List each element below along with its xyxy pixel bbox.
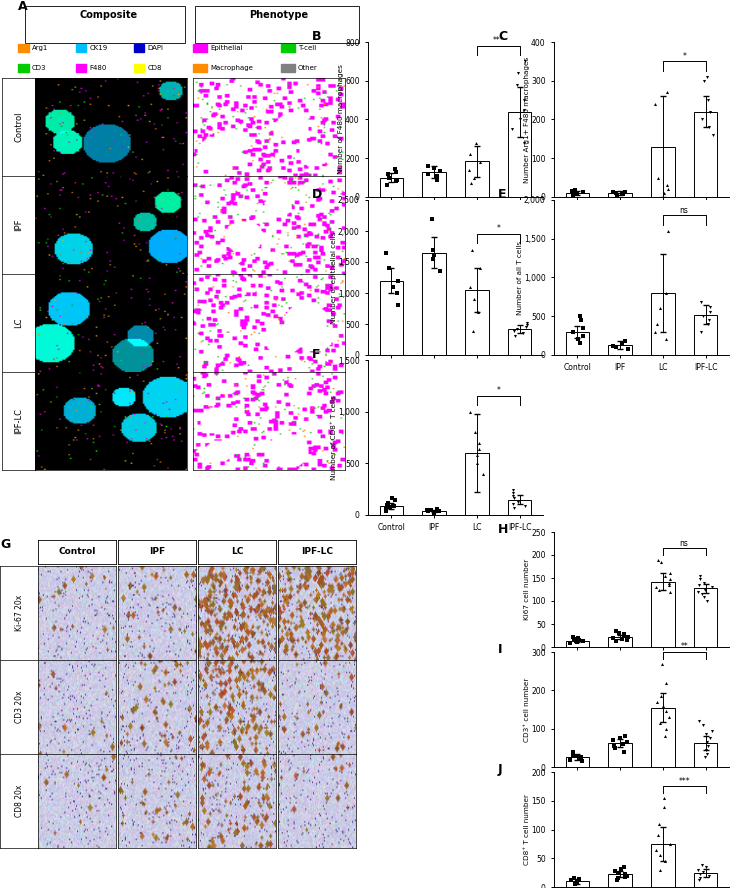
Y-axis label: Number Arg1+ F480 macrophages: Number Arg1+ F480 macrophages (523, 56, 530, 183)
Bar (76, 64, 87, 72)
Text: Arg1: Arg1 (32, 45, 48, 52)
Bar (193, 44, 207, 52)
Bar (566, 757, 589, 767)
Text: A: A (18, 0, 28, 13)
Text: G: G (0, 538, 10, 551)
Bar (423, 511, 446, 515)
Text: IPF-LC: IPF-LC (14, 408, 23, 434)
Bar (465, 289, 489, 355)
Bar (694, 873, 717, 887)
Bar (134, 44, 144, 52)
Bar (608, 637, 632, 647)
Bar (76, 44, 87, 52)
Y-axis label: Ki67 cell number: Ki67 cell number (524, 559, 530, 620)
Text: Macrophage: Macrophage (211, 65, 253, 70)
Text: CK19: CK19 (90, 45, 108, 52)
Y-axis label: Number of CD8⁺ T cells: Number of CD8⁺ T cells (330, 395, 336, 480)
Text: *: * (682, 52, 686, 60)
Bar (465, 453, 489, 515)
Bar (608, 875, 632, 887)
Text: T-cell: T-cell (298, 45, 316, 52)
Bar (566, 881, 589, 887)
Bar (280, 64, 294, 72)
Bar (379, 281, 403, 355)
Bar (694, 314, 717, 355)
Text: B: B (312, 29, 321, 43)
Bar (694, 743, 717, 767)
Text: Phenotype: Phenotype (250, 10, 308, 20)
Text: *: * (496, 386, 500, 395)
Text: *: * (496, 225, 500, 234)
Bar (18, 64, 29, 72)
Text: Epithelial: Epithelial (211, 45, 243, 52)
Text: F480: F480 (90, 65, 107, 70)
Bar (379, 505, 403, 515)
Text: ***: *** (493, 36, 504, 45)
Text: CD3 20x: CD3 20x (15, 691, 23, 723)
Bar (651, 293, 675, 355)
Text: Control: Control (58, 548, 95, 557)
Text: IPF: IPF (14, 218, 23, 231)
Bar (134, 64, 144, 72)
Bar (566, 332, 589, 355)
Bar (423, 253, 446, 355)
Bar (280, 44, 294, 52)
Bar (508, 499, 531, 515)
Text: ***: *** (678, 777, 690, 786)
Bar (18, 44, 29, 52)
Text: IPF-LC: IPF-LC (301, 548, 333, 557)
Bar (608, 193, 632, 197)
Bar (423, 171, 446, 197)
Bar (694, 112, 717, 197)
Text: DAPI: DAPI (148, 45, 164, 52)
Text: Composite: Composite (79, 10, 137, 20)
Text: **: ** (680, 642, 688, 652)
Text: Control: Control (14, 112, 23, 142)
Bar (508, 329, 531, 355)
Bar (193, 64, 207, 72)
Text: Other: Other (298, 65, 318, 70)
Text: CD3: CD3 (32, 65, 46, 70)
Text: F: F (312, 347, 321, 361)
Text: E: E (498, 187, 506, 201)
Text: I: I (498, 643, 503, 656)
Bar (465, 161, 489, 197)
Y-axis label: CD3⁺ cell number: CD3⁺ cell number (523, 678, 530, 741)
Bar (651, 708, 675, 767)
Bar (566, 640, 589, 647)
Text: H: H (498, 523, 509, 535)
Y-axis label: CD8⁺ T cell number: CD8⁺ T cell number (524, 794, 530, 865)
Text: CD8: CD8 (148, 65, 162, 70)
Text: D: D (312, 187, 322, 201)
Text: ns: ns (680, 206, 688, 215)
Bar (508, 112, 531, 197)
Bar (651, 844, 675, 887)
Bar (651, 147, 675, 197)
Text: C: C (498, 29, 507, 43)
Y-axis label: Number of epithelial cells: Number of epithelial cells (330, 231, 336, 324)
Bar (566, 193, 589, 197)
Text: CD8 20x: CD8 20x (15, 785, 23, 817)
Text: LC: LC (230, 548, 243, 557)
Bar (694, 588, 717, 647)
Bar (651, 582, 675, 647)
Text: LC: LC (14, 318, 23, 329)
Bar (608, 743, 632, 767)
Bar (379, 178, 403, 197)
Y-axis label: Number of all T cells: Number of all T cells (517, 241, 523, 314)
Text: J: J (498, 763, 503, 776)
Bar (608, 345, 632, 355)
Y-axis label: Number of F480 macrophages: Number of F480 macrophages (338, 65, 344, 174)
Text: ns: ns (680, 538, 688, 548)
Text: IPF: IPF (149, 548, 165, 557)
Text: Ki-67 20x: Ki-67 20x (15, 595, 23, 631)
